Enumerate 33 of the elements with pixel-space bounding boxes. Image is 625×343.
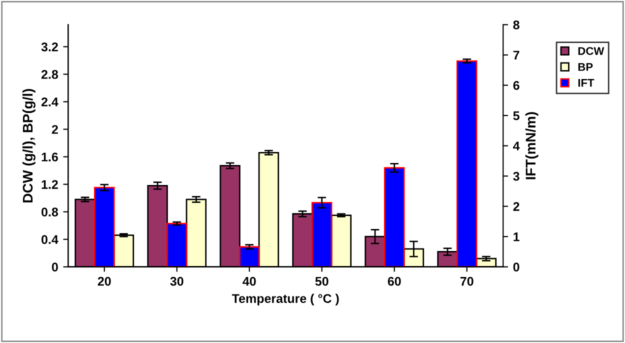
x-tick-label: 70 — [460, 276, 474, 286]
bar — [384, 167, 405, 267]
x-tick-label: 20 — [98, 276, 111, 286]
x-tick-label: 30 — [170, 276, 184, 286]
y2-tick-label: 7 — [513, 50, 520, 60]
legend-label: IFT — [578, 79, 594, 87]
y-tick-label: 2 — [52, 125, 58, 134]
y-tick-label: 0.8 — [42, 208, 58, 216]
bar — [239, 246, 260, 267]
y-tick-label: 2.4 — [41, 98, 58, 106]
x-tick-label: 50 — [315, 276, 328, 286]
y-tick-label: 0.4 — [42, 235, 58, 244]
legend-label: BP — [578, 63, 593, 71]
y2-tick-label: 3 — [513, 172, 520, 181]
y2-tick-label: 5 — [513, 111, 520, 120]
y-tick-label: 1.6 — [42, 152, 58, 162]
y2-tick-label: 0 — [513, 262, 520, 272]
x-axis-title: Temperature ( °C ) — [232, 294, 339, 306]
y-tick-label: 1.2 — [42, 180, 58, 189]
y-tick-label: 0 — [52, 262, 58, 272]
y2-axis-title: IFT(mN/m) — [525, 112, 538, 180]
y2-tick-label: 1 — [514, 232, 520, 242]
x-tick-label: 60 — [388, 276, 401, 286]
y-tick-label: 2.8 — [41, 70, 58, 79]
bar — [456, 60, 478, 267]
legend-label: DCW — [578, 47, 604, 55]
x-tick-label: 40 — [242, 276, 256, 286]
y2-tick-label: 2 — [513, 202, 520, 211]
y2-tick-label: 4 — [513, 142, 520, 150]
y-axis-title: DCW (g/l), BP(g/l) — [22, 88, 36, 202]
y-tick-label: 3.2 — [41, 42, 58, 52]
y2-tick-label: 6 — [513, 81, 520, 90]
y2-tick-label: 8 — [513, 20, 520, 30]
